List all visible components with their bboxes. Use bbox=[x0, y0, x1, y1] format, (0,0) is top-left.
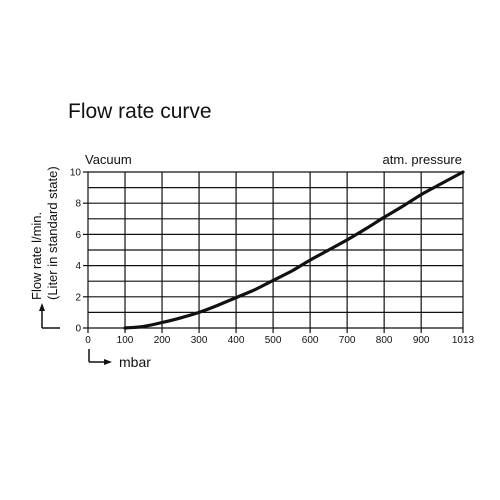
series bbox=[123, 170, 465, 330]
x-tick-label: 700 bbox=[339, 335, 356, 346]
y-tick-label: 4 bbox=[75, 261, 81, 272]
x-tick-label: 0 bbox=[85, 335, 91, 346]
y-axis-label-line2: (Liter in standard state) bbox=[45, 166, 60, 300]
x-tick-label: 1013 bbox=[452, 335, 475, 346]
x-tick-label: 800 bbox=[376, 335, 393, 346]
tick-labels: 0 100 200 300 400 500 600 700 800 900 1013 0 2 4 6 8 10 bbox=[70, 168, 475, 347]
y-axis-label-line1: Flow rate l/min. bbox=[29, 212, 44, 300]
y-tick-label: 2 bbox=[75, 292, 81, 303]
x-tick-label: 300 bbox=[191, 335, 208, 346]
y-axis-arrow-icon bbox=[39, 303, 60, 329]
y-tick-label: 0 bbox=[75, 324, 81, 335]
x-tick-label: 400 bbox=[228, 335, 245, 346]
chart-title: Flow rate curve bbox=[68, 100, 212, 123]
x-tick-label: 900 bbox=[413, 335, 430, 346]
x-tick-label: 100 bbox=[117, 335, 134, 346]
y-axis-label: Flow rate l/min. bbox=[29, 212, 44, 300]
x-axis-arrow-icon bbox=[88, 349, 112, 365]
y-tick-label: 6 bbox=[75, 230, 81, 241]
atm-pressure-label: atm. pressure bbox=[383, 152, 462, 167]
vacuum-label: Vacuum bbox=[85, 152, 132, 167]
x-axis-label: mbar bbox=[119, 354, 151, 370]
y-tick-label: 8 bbox=[75, 199, 81, 210]
y-axis-sublabel: (Liter in standard state) bbox=[45, 166, 60, 300]
x-tick-label: 500 bbox=[265, 335, 282, 346]
y-tick-label: 10 bbox=[70, 168, 82, 179]
x-tick-label: 600 bbox=[302, 335, 319, 346]
x-tick-label: 200 bbox=[154, 335, 171, 346]
flow-rate-curve bbox=[123, 170, 465, 330]
grid bbox=[83, 171, 464, 333]
